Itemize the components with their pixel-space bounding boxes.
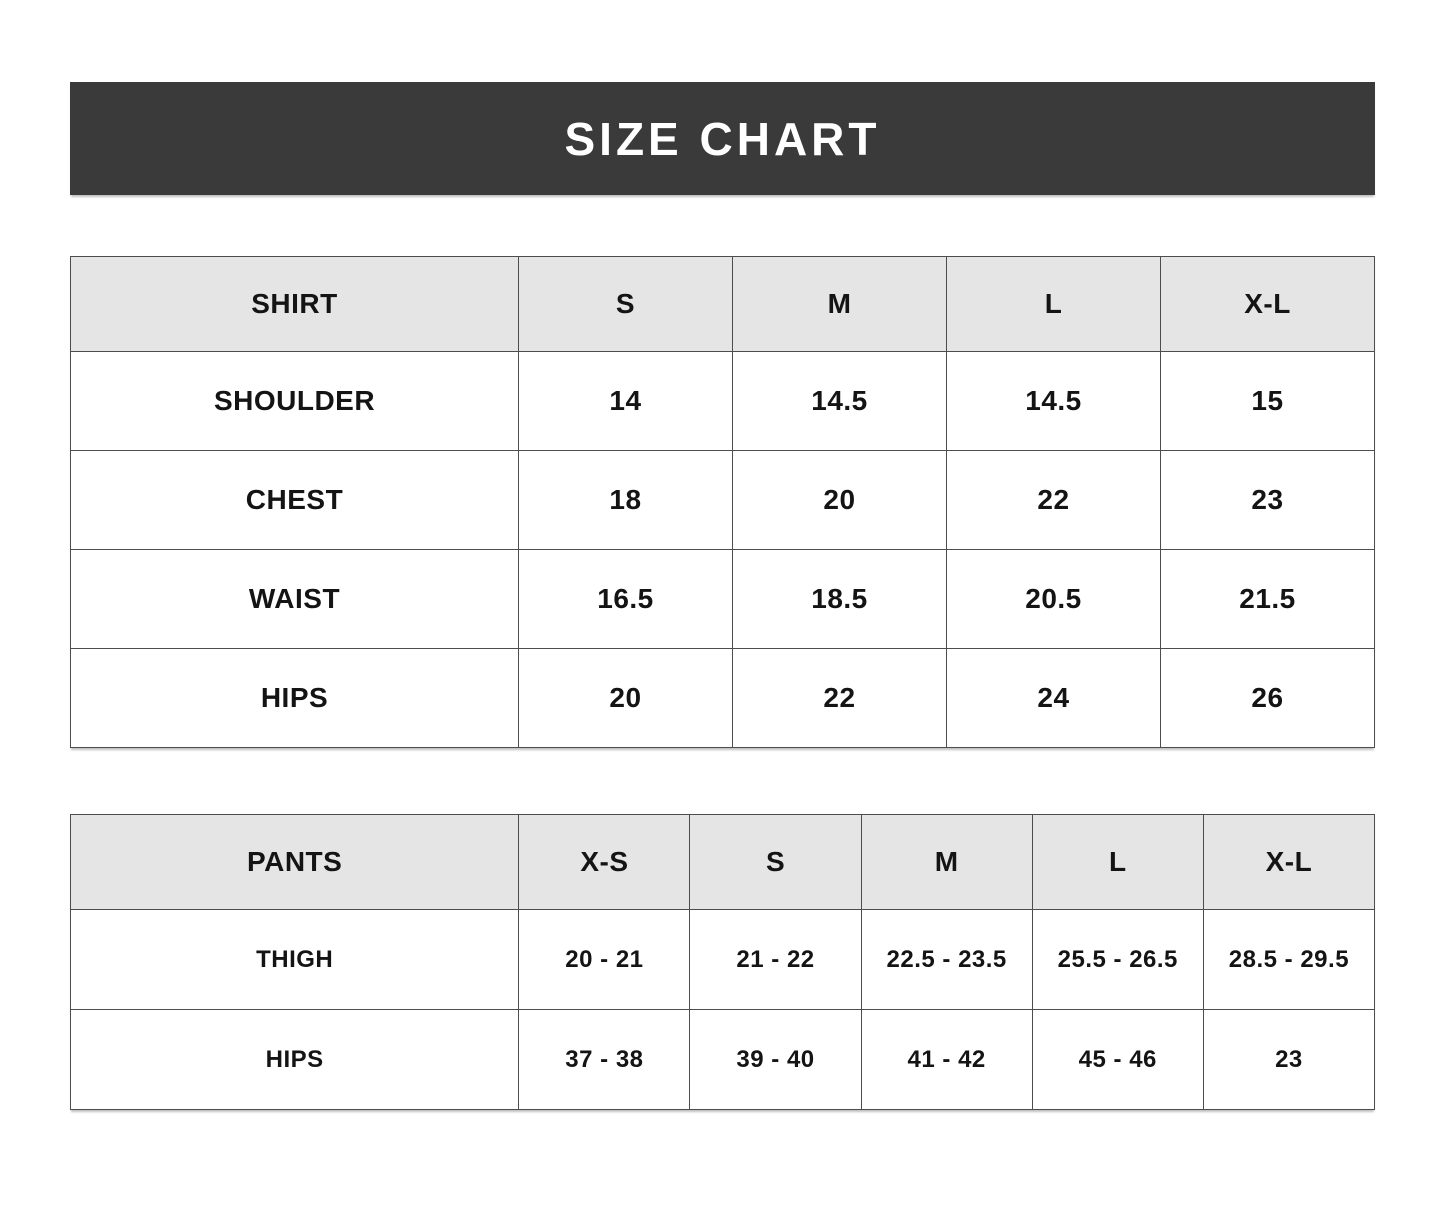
table-row: HIPS 20 22 24 26 (70, 648, 1375, 748)
size-value-cell: 22 (732, 648, 947, 748)
table-row: CHEST 18 20 22 23 (70, 450, 1375, 550)
shirt-size-header-l: L (946, 256, 1161, 352)
size-value-cell: 23 (1160, 450, 1375, 550)
size-value-cell: 20 - 21 (518, 909, 691, 1010)
table-row: THIGH 20 - 21 21 - 22 22.5 - 23.5 25.5 -… (69, 909, 1376, 1010)
page-title: SIZE CHART (564, 112, 881, 165)
size-value-cell: 16.5 (518, 549, 733, 649)
size-value-cell: 20 (518, 648, 733, 748)
pants-table-title-cell: PANTS (69, 814, 520, 910)
shirt-table-title-cell: SHIRT (70, 256, 519, 352)
size-value-cell: 15 (1160, 351, 1375, 451)
size-value-cell: 37 - 38 (518, 1009, 691, 1110)
size-value-cell: 22.5 - 23.5 (860, 909, 1033, 1010)
size-value-cell: 23 (1202, 1009, 1376, 1110)
pants-size-table: PANTS X-S S M L X-L THIGH 20 - 21 21 - 2… (69, 814, 1376, 1110)
shirt-size-table: SHIRT S M L X-L SHOULDER 14 14.5 14.5 15… (70, 256, 1375, 748)
pants-size-header-m: M (860, 814, 1033, 910)
pants-size-header-l: L (1031, 814, 1204, 910)
size-value-cell: 14 (518, 351, 733, 451)
size-value-cell: 18 (518, 450, 733, 550)
shirt-size-header-m: M (732, 256, 947, 352)
shirt-size-header-xl: X-L (1160, 256, 1375, 352)
pants-table-header-row: PANTS X-S S M L X-L (69, 814, 1376, 910)
pants-size-header-s: S (689, 814, 862, 910)
size-value-cell: 20 (732, 450, 947, 550)
size-value-cell: 26 (1160, 648, 1375, 748)
pants-size-header-xs: X-S (518, 814, 691, 910)
size-value-cell: 24 (946, 648, 1161, 748)
measurement-label: SHOULDER (70, 351, 519, 451)
size-value-cell: 22 (946, 450, 1161, 550)
size-value-cell: 18.5 (732, 549, 947, 649)
measurement-label: THIGH (69, 909, 520, 1010)
size-value-cell: 20.5 (946, 549, 1161, 649)
table-row: SHOULDER 14 14.5 14.5 15 (70, 351, 1375, 451)
size-value-cell: 21 - 22 (689, 909, 862, 1010)
table-row: HIPS 37 - 38 39 - 40 41 - 42 45 - 46 23 (69, 1009, 1376, 1110)
size-value-cell: 25.5 - 26.5 (1031, 909, 1204, 1010)
measurement-label: HIPS (69, 1009, 520, 1110)
size-value-cell: 21.5 (1160, 549, 1375, 649)
table-row: WAIST 16.5 18.5 20.5 21.5 (70, 549, 1375, 649)
measurement-label: CHEST (70, 450, 519, 550)
shirt-table-header-row: SHIRT S M L X-L (70, 256, 1375, 352)
measurement-label: WAIST (70, 549, 519, 649)
size-value-cell: 39 - 40 (689, 1009, 862, 1110)
size-value-cell: 14.5 (732, 351, 947, 451)
size-value-cell: 41 - 42 (860, 1009, 1033, 1110)
size-value-cell: 28.5 - 29.5 (1202, 909, 1376, 1010)
size-value-cell: 14.5 (946, 351, 1161, 451)
size-chart-banner: SIZE CHART (70, 82, 1375, 195)
shirt-size-header-s: S (518, 256, 733, 352)
pants-size-header-xl: X-L (1202, 814, 1376, 910)
measurement-label: HIPS (70, 648, 519, 748)
size-value-cell: 45 - 46 (1031, 1009, 1204, 1110)
